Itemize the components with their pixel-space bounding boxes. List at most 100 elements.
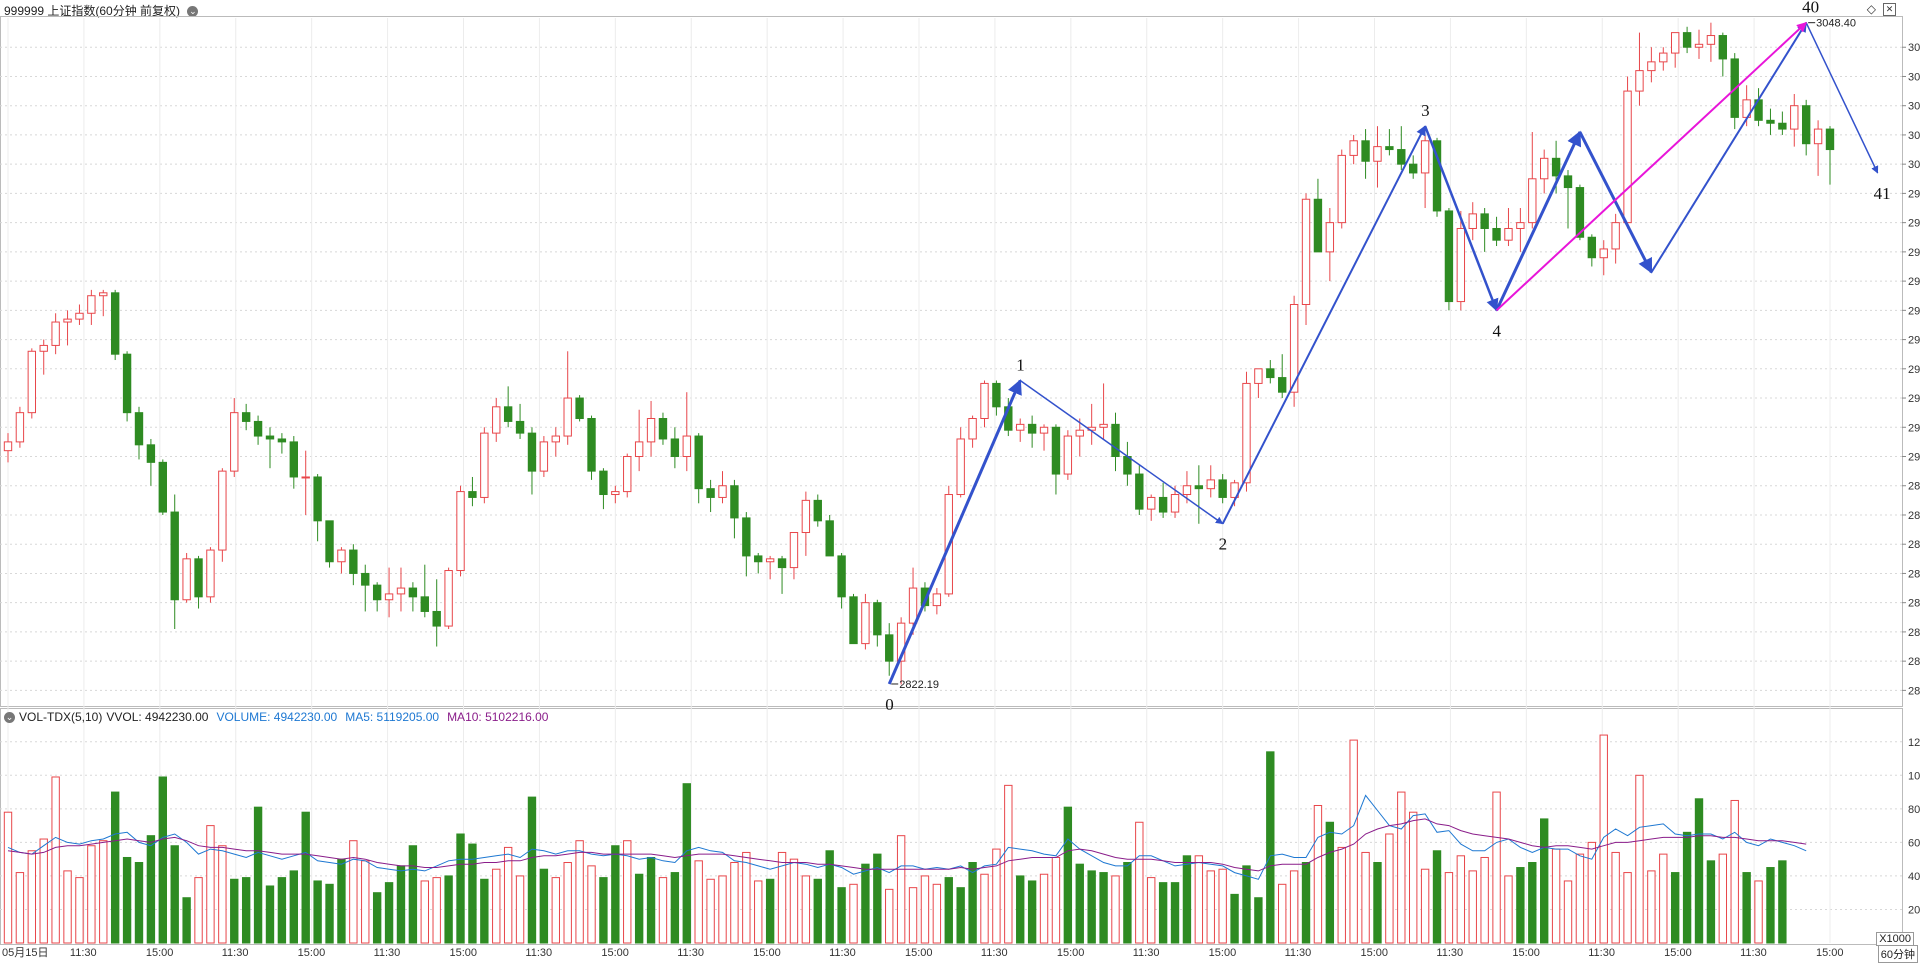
candle-body — [1123, 456, 1132, 475]
volume-bar — [932, 883, 942, 944]
candle-body — [241, 412, 251, 422]
candle-body — [182, 558, 191, 601]
period-selector[interactable]: 60分钟 — [1877, 945, 1918, 963]
volume-bar — [110, 791, 120, 944]
candle-body — [575, 397, 584, 420]
time-tick-label: 11:30 — [222, 947, 249, 959]
volume-bar — [1409, 811, 1418, 944]
candle-body — [384, 593, 394, 601]
price-tick-label: 2960 — [1908, 276, 1920, 288]
candle-body — [110, 292, 120, 355]
wave-line — [1495, 130, 1582, 311]
candle-body — [968, 418, 977, 440]
chevron-down-icon[interactable]: ⌄ — [4, 712, 15, 724]
candle-body — [468, 491, 477, 498]
volume-bar — [825, 850, 834, 944]
candle-body — [1813, 128, 1823, 145]
candle-body — [1444, 210, 1454, 303]
price-tick-label: 3040 — [1908, 42, 1920, 54]
candle-body — [599, 470, 608, 496]
volume-tick-label: 8000 — [1908, 804, 1920, 816]
volume-bar — [920, 875, 930, 944]
volume-bar — [456, 833, 465, 944]
price-tick-label: 2950 — [1908, 305, 1920, 317]
wave-label: 41 — [1874, 184, 1891, 203]
volume-bar — [372, 892, 382, 944]
volume-bar — [1432, 850, 1442, 944]
candle-body — [1706, 35, 1716, 45]
close-icon[interactable]: ✕ — [1883, 3, 1896, 16]
candle-body — [1516, 222, 1525, 229]
wave-line — [1805, 22, 1879, 174]
volume-bar — [1206, 870, 1215, 944]
price-tick-label: 2990 — [1908, 188, 1920, 200]
time-tick-label: 11:30 — [70, 947, 97, 959]
volume-bar — [337, 858, 346, 944]
candle-body — [1170, 494, 1180, 513]
candle-body — [623, 456, 632, 493]
volume-bar — [1289, 870, 1299, 944]
candle-body — [694, 435, 703, 490]
vol-indicator-name: VOL-TDX(5,10) — [19, 710, 103, 724]
volume-bar — [313, 880, 322, 944]
wave-label: 2 — [1219, 535, 1228, 554]
volume-bar — [1123, 862, 1132, 944]
volume-bar — [1730, 799, 1739, 944]
time-tick-label: 11:30 — [1436, 947, 1463, 959]
volume-bar — [253, 806, 263, 944]
volume-bar — [527, 796, 537, 944]
candle-body — [1456, 227, 1466, 303]
volume-bar — [1528, 862, 1537, 944]
diamond-icon[interactable]: ◇ — [1866, 2, 1876, 16]
time-tick-label: 11:30 — [1740, 947, 1767, 959]
candle-body — [1373, 146, 1382, 162]
volume-bar — [1599, 734, 1608, 944]
candle-body — [1825, 128, 1835, 151]
candle-body — [1718, 35, 1728, 60]
time-tick-label: 15:00 — [1361, 947, 1389, 959]
candle-body — [920, 587, 930, 607]
volume-bar — [587, 865, 596, 944]
volume-bar — [885, 888, 894, 944]
volume-bar — [646, 856, 656, 944]
chevron-down-icon[interactable]: ⌄ — [187, 6, 199, 18]
candle-body — [551, 435, 560, 443]
volume-bar — [1575, 853, 1585, 944]
candle-body — [51, 321, 60, 346]
volume-bar — [1682, 831, 1692, 944]
candle-body — [742, 517, 751, 557]
volume-bar — [611, 845, 620, 944]
time-tick-label: 15:00 — [1057, 947, 1085, 959]
candle-body — [1492, 227, 1501, 241]
candle-body — [492, 406, 501, 434]
volume-bar — [599, 877, 608, 944]
candle-body — [277, 438, 287, 443]
volume-bar — [1611, 851, 1620, 944]
volume-bar — [658, 877, 668, 944]
candle-body — [837, 555, 846, 598]
volume-value: VOLUME: 4942230.00 — [216, 710, 338, 724]
volume-bar — [980, 873, 989, 944]
volume-bar — [420, 880, 429, 944]
wave-line — [1578, 131, 1653, 274]
candle-body — [634, 441, 644, 458]
candle-body — [75, 312, 84, 320]
volume-panel-frame — [0, 708, 1903, 945]
volume-bar — [992, 848, 1001, 944]
candle-body — [1670, 32, 1680, 54]
volume-bar — [1313, 804, 1323, 944]
candle-body — [456, 491, 465, 572]
volume-bar — [1742, 872, 1751, 944]
candle-body — [515, 420, 525, 434]
candle-body — [1575, 187, 1585, 238]
volume-bar — [896, 835, 906, 944]
volume-bar — [408, 845, 418, 944]
volume-bar — [742, 851, 751, 944]
volume-bar — [15, 872, 25, 944]
candle-body — [849, 596, 858, 645]
volume-tick-label: 6000 — [1908, 837, 1920, 849]
volume-bar — [492, 868, 501, 944]
time-tick-label: 11:30 — [1133, 947, 1160, 959]
